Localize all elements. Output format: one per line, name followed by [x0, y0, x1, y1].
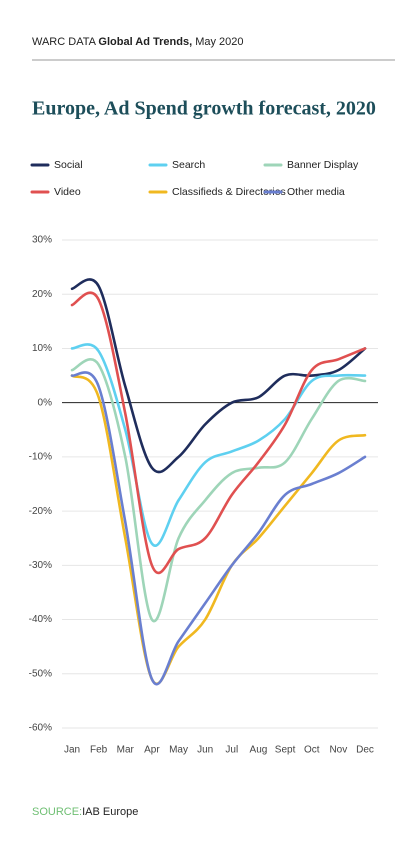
x-tick-label: Jun — [197, 745, 213, 756]
y-tick-label: 10% — [32, 343, 52, 354]
legend-label: Banner Display — [287, 159, 359, 171]
y-tick-label: -20% — [29, 506, 52, 517]
x-tick-label: Sept — [275, 745, 296, 756]
x-tick-label: Nov — [329, 745, 347, 756]
series-line — [70, 343, 367, 547]
y-tick-label: -30% — [29, 560, 52, 571]
x-tick-label: Apr — [144, 745, 160, 756]
y-tick-label: 0% — [38, 397, 53, 408]
series-line — [70, 371, 367, 686]
series-line — [70, 278, 367, 474]
source-label: SOURCE: — [32, 806, 82, 818]
y-tick-label: 20% — [32, 289, 52, 300]
legend-label: Classifieds & Directories — [172, 186, 286, 198]
series-line — [70, 291, 367, 575]
legend-label: Search — [172, 159, 205, 171]
y-tick-label: -50% — [29, 668, 52, 679]
x-tick-label: Jan — [64, 745, 80, 756]
y-tick-label: 30% — [32, 235, 52, 246]
header-product: Global Ad Trends, — [98, 36, 192, 48]
x-tick-label: Mar — [117, 745, 135, 756]
chart-title: Europe, Ad Spend growth forecast, 2020 — [32, 98, 376, 120]
source: SOURCE:IAB Europe — [32, 806, 138, 818]
x-tick-label: Aug — [250, 745, 268, 756]
legend-label: Social — [54, 159, 83, 171]
x-tick-label: Oct — [304, 745, 320, 756]
legend-label: Other media — [287, 186, 345, 198]
y-tick-label: -60% — [29, 723, 52, 734]
series-line — [70, 374, 367, 685]
y-tick-label: -10% — [29, 452, 52, 463]
header-date: May 2020 — [195, 36, 243, 48]
legend-label: Video — [54, 186, 81, 198]
header-brand: WARC DATA — [32, 36, 97, 48]
y-tick-label: -40% — [29, 614, 52, 625]
x-tick-label: Jul — [225, 745, 238, 756]
header: WARC DATA Global Ad Trends, May 2020 — [32, 36, 244, 48]
x-tick-label: May — [169, 745, 188, 756]
x-tick-label: Dec — [356, 745, 374, 756]
series-line — [70, 358, 367, 623]
source-text: IAB Europe — [82, 806, 138, 818]
x-tick-label: Feb — [90, 745, 108, 756]
